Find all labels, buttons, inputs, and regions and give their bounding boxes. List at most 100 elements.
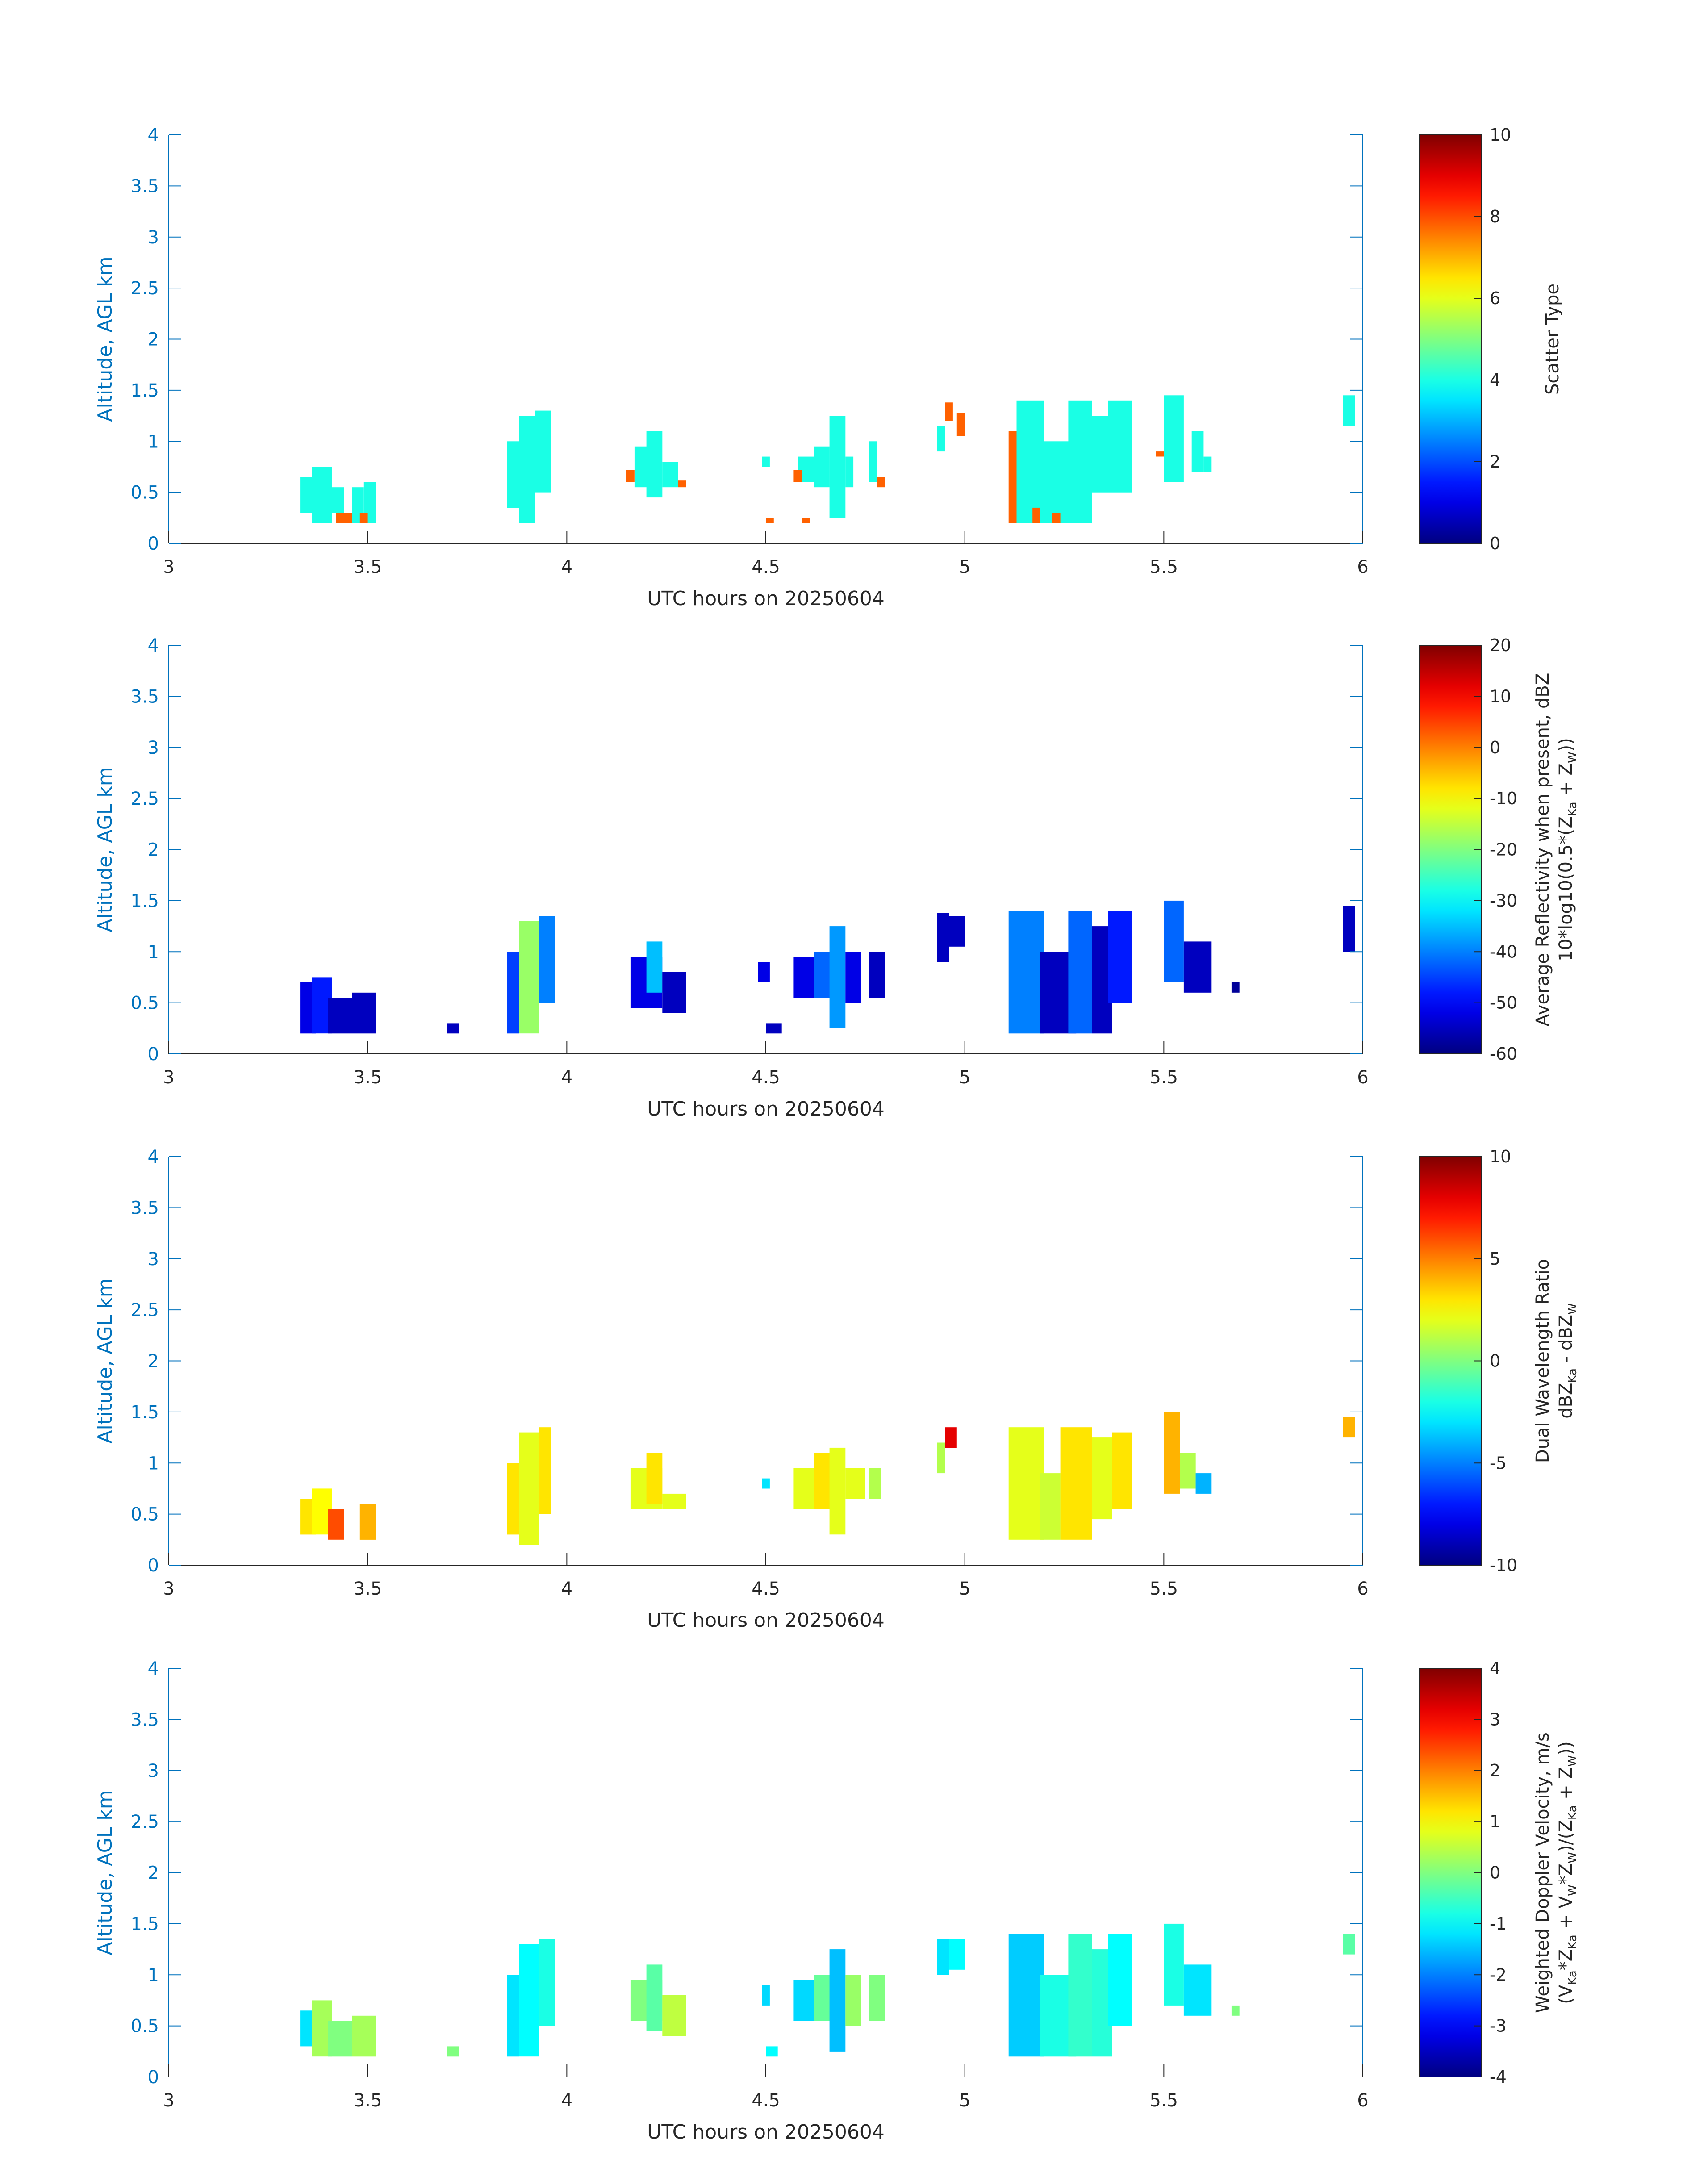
y-tick-label: 1.5 xyxy=(130,891,159,911)
colorbar-tick-label: 0 xyxy=(1490,738,1500,757)
colorbar-tick-label: 4 xyxy=(1490,370,1500,390)
colorbar-title-line-1: Scatter Type xyxy=(1542,284,1563,395)
heatmap-cell xyxy=(945,402,953,421)
y-tick-label: 3 xyxy=(148,227,159,248)
colorbar-tick-label: -50 xyxy=(1490,993,1517,1013)
x-tick-label: 5 xyxy=(959,557,970,577)
heatmap-cell xyxy=(1068,1934,1092,2057)
colorbar-title: Weighted Doppler Velocity, m/s (VKa*ZKa +… xyxy=(1533,1732,1579,2013)
colorbar-title: Average Reflectivity when present, dBZ 10… xyxy=(1533,673,1579,1026)
colorbar-tick-label: 2 xyxy=(1490,452,1500,472)
heatmap-cell xyxy=(1164,900,1184,982)
heatmap-cell xyxy=(662,1995,686,2036)
x-tick-label: 3 xyxy=(163,557,174,577)
heatmap-cell xyxy=(359,1504,376,1540)
x-tick-label: 4.5 xyxy=(752,557,780,577)
heatmap-cell xyxy=(678,480,686,488)
colorbar-tick-label: -1 xyxy=(1490,1914,1507,1934)
colorbar-title-line-1: Weighted Doppler Velocity, m/s xyxy=(1533,1732,1553,2013)
x-tick-label: 5.5 xyxy=(1150,1067,1178,1088)
heatmap-cell xyxy=(447,1023,459,1034)
y-tick-label: 3.5 xyxy=(130,686,159,707)
heatmap-cell xyxy=(1156,451,1164,457)
y-tick-label: 3.5 xyxy=(130,1709,159,1730)
heatmap-cell xyxy=(646,941,663,993)
x-tick-label: 6 xyxy=(1357,2090,1368,2111)
heatmap-cell xyxy=(814,446,830,488)
y-tick-label: 2 xyxy=(148,840,159,861)
heatmap-cells xyxy=(300,1412,1355,1545)
colorbar-title-segment: + Z xyxy=(1556,1767,1576,1805)
y-tick-label: 4 xyxy=(148,1659,159,1679)
heatmap-cell xyxy=(1016,400,1044,523)
heatmap-cell xyxy=(539,916,555,1003)
x-tick-label: 3 xyxy=(163,2090,174,2111)
y-tick-label: 0.5 xyxy=(130,483,159,503)
heatmap-cell xyxy=(646,1453,663,1504)
heatmap-cell xyxy=(646,431,663,498)
colorbar-title-segment: )) xyxy=(1556,738,1576,752)
heatmap-cell xyxy=(845,952,861,1003)
heatmap-cell xyxy=(829,926,846,1028)
heatmap-cell xyxy=(1108,1934,1132,2026)
heatmap-cell xyxy=(519,416,535,523)
heatmap-cell xyxy=(1008,1427,1044,1540)
colorbar-title: Scatter Type xyxy=(1542,284,1563,395)
heatmap-cell xyxy=(937,1939,949,1975)
colorbar-title-subscript: W xyxy=(1566,1852,1579,1864)
colorbar xyxy=(1419,1156,1482,1566)
heatmap-cell xyxy=(1032,507,1040,523)
x-axis-title: UTC hours on 20250604 xyxy=(647,1609,885,1632)
heatmap-cell xyxy=(937,426,945,452)
heatmap-cell xyxy=(793,470,802,482)
heatmap-cell xyxy=(1180,1453,1196,1489)
x-tick-label: 5 xyxy=(959,2090,970,2111)
heatmap-cell xyxy=(1068,911,1092,1034)
colorbar-tick-label: 10 xyxy=(1490,1147,1511,1166)
heatmap-cell xyxy=(1068,400,1092,523)
heatmap-cell xyxy=(1231,982,1240,993)
x-tick-label: 4 xyxy=(561,557,572,577)
colorbar-tick-label: 8 xyxy=(1490,207,1500,226)
heatmap-cell xyxy=(829,416,846,518)
heatmap-cell xyxy=(869,952,885,998)
x-tick-label: 4 xyxy=(561,1067,572,1088)
heatmap-cell xyxy=(766,518,774,523)
heatmap-cell xyxy=(1191,431,1204,472)
y-tick-label: 1.5 xyxy=(130,1914,159,1935)
heatmap-cell xyxy=(519,1944,539,2057)
y-tick-label: 2.5 xyxy=(130,1300,159,1320)
x-tick-label: 3.5 xyxy=(354,1579,382,1599)
colorbar-tick-label: 4 xyxy=(1490,1659,1500,1678)
heatmap-cell xyxy=(328,487,344,513)
heatmap-cell xyxy=(1108,911,1132,1003)
colorbar-title-line-2: (VKa*ZKa + VW*ZW)/(ZKa + ZW)) xyxy=(1556,1741,1579,2004)
heatmap-cell xyxy=(1195,1473,1212,1494)
heatmap-cell xyxy=(352,992,376,1034)
x-tick-label: 4.5 xyxy=(752,1579,780,1599)
colorbar-title-segment: )/(Z xyxy=(1556,1820,1576,1852)
heatmap-cell xyxy=(352,2015,376,2057)
heatmap-cell xyxy=(1112,1432,1132,1509)
heatmap-cell xyxy=(1164,1412,1180,1494)
heatmap-cell xyxy=(1008,431,1017,523)
colorbar-tick-label: 5 xyxy=(1490,1249,1500,1269)
x-axis-title: UTC hours on 20250604 xyxy=(647,587,885,610)
heatmap-cell xyxy=(945,1427,957,1448)
heatmap-cell xyxy=(1203,456,1212,472)
colorbar-title-segment: 10*log10(0.5*(Z xyxy=(1556,816,1576,961)
y-tick-label: 1 xyxy=(148,942,159,962)
y-tick-label: 0 xyxy=(148,1044,159,1065)
heatmap-cell xyxy=(519,1432,539,1545)
heatmap-cell xyxy=(766,1023,782,1034)
colorbar-tick-label: -10 xyxy=(1490,789,1517,808)
x-axis-title: UTC hours on 20250604 xyxy=(647,2121,885,2144)
heatmap-cell xyxy=(1008,1934,1044,2057)
heatmap-cell xyxy=(877,477,885,488)
colorbar-title-segment: + Z xyxy=(1556,763,1576,802)
heatmap-cell xyxy=(1343,395,1355,426)
heatmap-cell xyxy=(328,998,352,1034)
y-axis-title: Altitude, AGL km xyxy=(94,1278,117,1443)
colorbar-title-subscript: W xyxy=(1566,1885,1579,1896)
y-tick-label: 0.5 xyxy=(130,1504,159,1525)
